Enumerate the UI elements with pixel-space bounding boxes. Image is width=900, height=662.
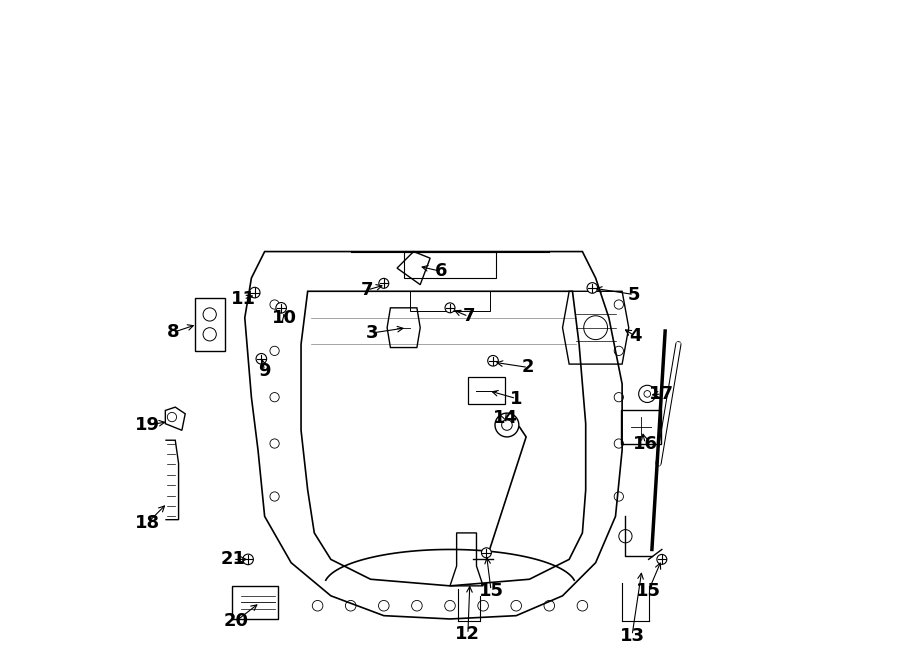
Text: 4: 4: [629, 327, 642, 346]
Text: 6: 6: [435, 262, 447, 281]
Text: 11: 11: [231, 290, 256, 308]
Bar: [468, 377, 505, 404]
Circle shape: [256, 354, 266, 364]
Text: 14: 14: [492, 409, 517, 428]
Circle shape: [276, 303, 286, 313]
Text: 5: 5: [628, 285, 640, 304]
Text: 7: 7: [463, 307, 475, 326]
Circle shape: [587, 283, 598, 293]
Text: 9: 9: [258, 361, 271, 380]
Bar: [404, 252, 496, 278]
Circle shape: [445, 303, 455, 313]
Bar: [410, 291, 490, 311]
Circle shape: [657, 555, 667, 564]
Text: 15: 15: [479, 581, 503, 600]
Text: 18: 18: [135, 514, 160, 532]
Circle shape: [379, 279, 389, 289]
Text: 20: 20: [224, 612, 248, 630]
Text: 3: 3: [365, 324, 378, 342]
Text: 15: 15: [636, 581, 662, 600]
Circle shape: [243, 554, 254, 565]
Bar: [621, 410, 661, 444]
Text: 21: 21: [220, 550, 246, 569]
Text: 16: 16: [633, 434, 658, 453]
Text: 12: 12: [455, 625, 481, 643]
Text: 17: 17: [649, 385, 674, 403]
Circle shape: [488, 355, 499, 366]
Text: 2: 2: [522, 358, 535, 377]
Text: 19: 19: [135, 416, 160, 434]
Circle shape: [249, 287, 260, 298]
Text: 13: 13: [619, 626, 644, 645]
Text: 10: 10: [272, 308, 297, 327]
Text: 7: 7: [361, 281, 374, 299]
Text: 8: 8: [167, 323, 180, 342]
Bar: [231, 586, 278, 619]
Text: 1: 1: [510, 389, 522, 408]
Circle shape: [482, 548, 491, 557]
